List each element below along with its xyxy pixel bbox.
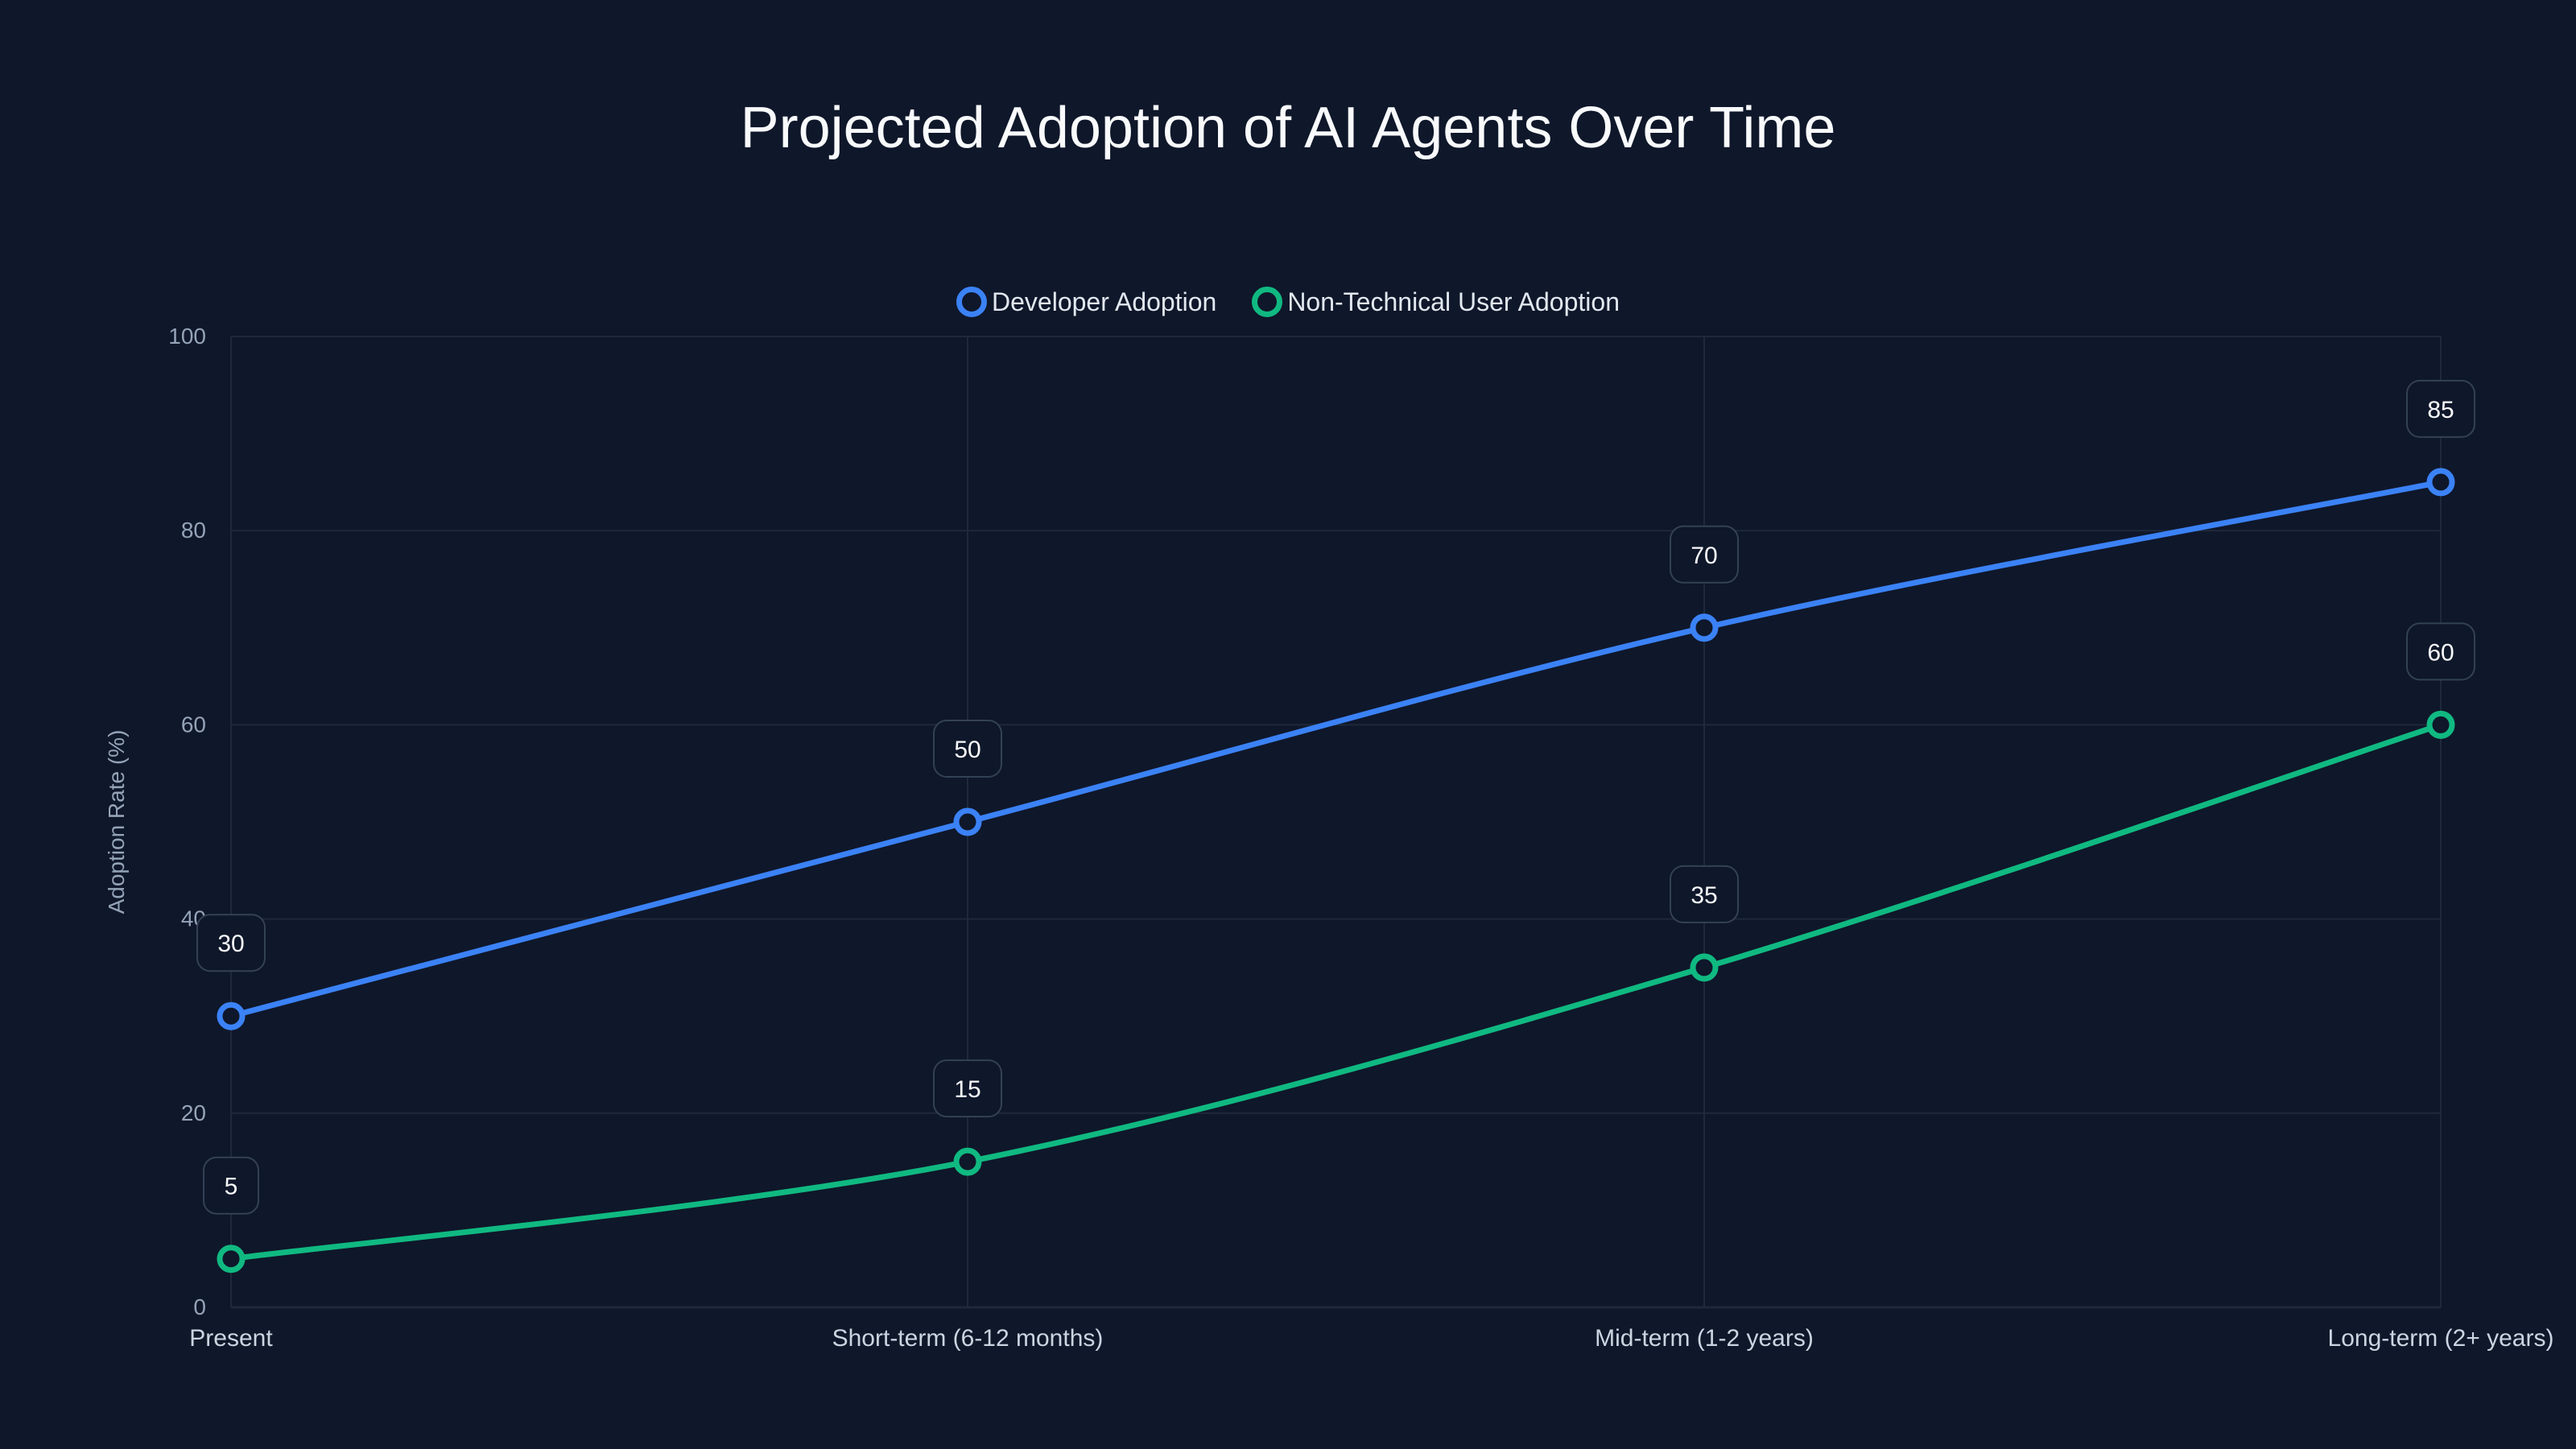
series-line [228,721,2444,1262]
legend-item-non-technical[interactable]: Non-Technical User Adoption [1252,287,1620,317]
data-label-box [1670,525,1739,584]
data-point-marker[interactable] [953,1147,982,1176]
x-tick-label: Long-term (2+ years) [2328,1325,2554,1352]
data-label: 60 [2427,639,2454,666]
y-tick-label: 60 [181,712,206,737]
series-line [228,479,2444,1019]
data-point-marker[interactable] [217,1001,246,1030]
data-label-box [196,914,266,972]
legend-circle-icon [956,287,987,317]
data-label-box [203,1156,259,1215]
y-tick-label: 80 [181,518,206,543]
data-label: 5 [225,1174,238,1200]
data-label: 30 [217,931,244,957]
data-label: 85 [2427,397,2454,423]
data-label: 50 [954,737,980,763]
data-label: 35 [1690,882,1717,909]
legend-label: Developer Adoption [992,287,1217,316]
data-label-box [933,1059,1002,1118]
x-tick-label: Present [189,1325,273,1352]
data-label: 70 [1690,543,1717,569]
data-label-box [2406,379,2475,438]
data-label-box [933,720,1002,778]
y-axis-label: Adoption Rate (%) [104,730,129,914]
y-tick-label: 0 [193,1294,206,1319]
y-tick-label: 20 [181,1100,206,1125]
data-point-marker[interactable] [2426,468,2455,497]
series-developer: 30 50 70 85 [196,379,2475,1030]
series-non-technical: 5 15 35 60 [203,622,2475,1274]
legend: Developer Adoption Non-Technical User Ad… [0,287,2576,317]
data-label: 15 [954,1076,980,1103]
data-label-box [2406,622,2475,681]
legend-item-developer[interactable]: Developer Adoption [956,287,1216,317]
data-point-marker[interactable] [2426,710,2455,739]
data-label-box [1670,865,1739,923]
data-point-marker[interactable] [1690,613,1719,642]
legend-circle-icon [1252,287,1283,317]
data-point-marker[interactable] [1690,953,1719,982]
x-tick-label: Short-term (6-12 months) [832,1325,1104,1352]
chart-title: Projected Adoption of AI Agents Over Tim… [740,96,1836,160]
x-tick-label: Mid-term (1-2 years) [1595,1325,1814,1352]
data-point-marker[interactable] [953,807,982,836]
data-point-marker[interactable] [217,1245,246,1274]
legend-label: Non-Technical User Adoption [1287,287,1620,316]
y-tick-label: 100 [168,324,206,349]
